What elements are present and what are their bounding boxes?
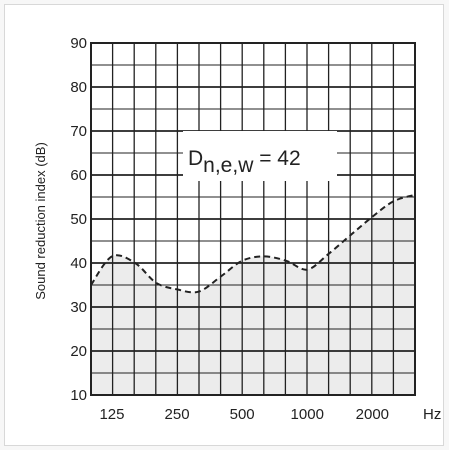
x-tick-label: 1000 [291, 406, 324, 423]
x-unit-label: Hz [423, 406, 441, 423]
series-area [91, 194, 415, 395]
y-tick-label: 20 [70, 343, 87, 360]
y-tick-label: 90 [70, 35, 87, 52]
plot-border [90, 42, 416, 396]
chart-frame: 10 20 30 40 50 60 70 80 90 125 250 500 1000 2000 Dn,e… [4, 4, 444, 446]
x-tick-label: 2000 [356, 406, 389, 423]
y-tick-label: 80 [70, 79, 87, 96]
annotation-subscript: n,e,w [203, 154, 254, 177]
y-tick-label: 70 [70, 123, 87, 140]
annotation-background [183, 131, 337, 181]
y-tick-label: 40 [70, 255, 87, 272]
annotation-main: D [188, 147, 203, 170]
y-tick-label: 60 [70, 167, 87, 184]
y-tick-label: 10 [70, 387, 87, 404]
chart: 10 20 30 40 50 60 70 80 90 125 250 500 1000 2000 Dn,e… [33, 35, 441, 423]
annotation-value: = 42 [253, 147, 300, 170]
x-tick-label: 125 [99, 406, 124, 423]
y-axis-title: Sound reduction index (dB) [33, 142, 48, 300]
annotation-label: Dn,e,w = 42 [188, 147, 301, 177]
x-tick-label: 250 [165, 406, 190, 423]
series-line [90, 193, 416, 294]
x-tick-label: 500 [230, 406, 255, 423]
y-tick-label: 30 [70, 299, 87, 316]
y-tick-label: 50 [70, 211, 87, 228]
